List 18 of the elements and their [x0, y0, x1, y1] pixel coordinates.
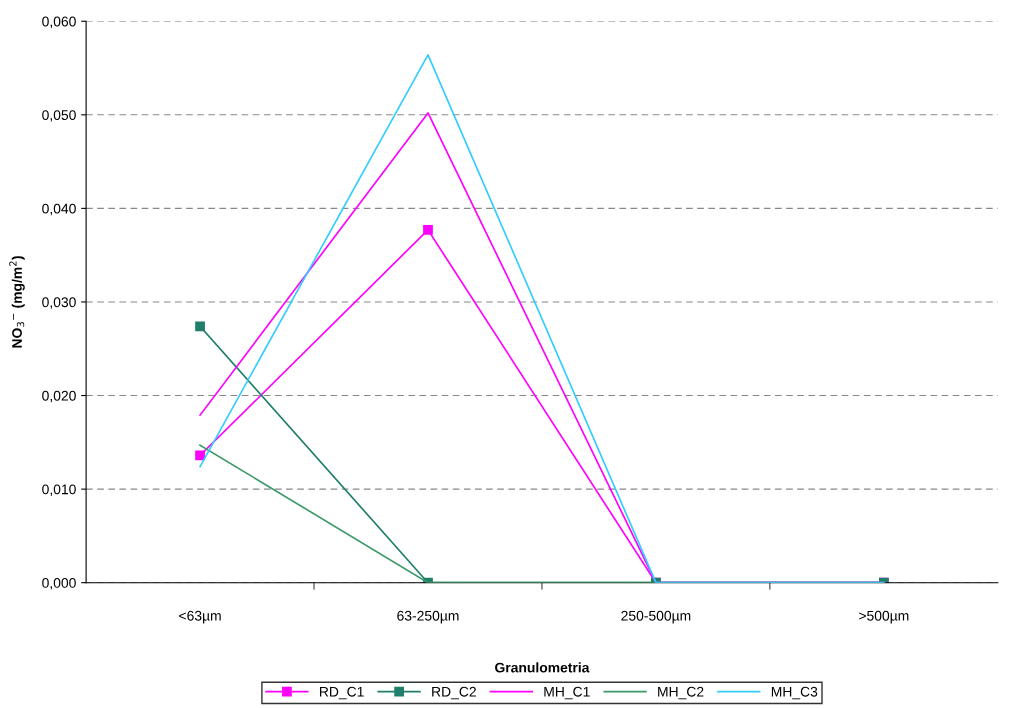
- x-axis-title: Granulometria: [495, 662, 590, 673]
- y-tick-label: 0,040: [42, 203, 76, 216]
- x-tick-label: 250-500µm: [621, 610, 691, 624]
- legend-label: MH_C3: [771, 686, 818, 700]
- y-tick-label: 0,050: [42, 110, 76, 122]
- y-axis-title: NO$_{3}$$^{−}$ (mg/m$^{2}$): [9, 256, 25, 348]
- legend-label: RD_C1: [320, 686, 364, 700]
- x-tick-label: 63-250µm: [397, 610, 459, 624]
- y-tick-label: 0,020: [42, 390, 76, 403]
- x-tick-label: <63µm: [179, 610, 221, 624]
- y-tick-label: 0,030: [42, 297, 76, 309]
- legend-label: MH_C1: [544, 686, 590, 700]
- x-tick-label: >500µm: [859, 610, 909, 624]
- y-tick-label: 0,060: [42, 16, 76, 29]
- legend-label: MH_C2: [658, 686, 704, 700]
- y-tick-label: 0,000: [42, 578, 76, 590]
- y-tick-label: 0,010: [42, 484, 76, 496]
- legend-label: RD_C2: [432, 686, 476, 700]
